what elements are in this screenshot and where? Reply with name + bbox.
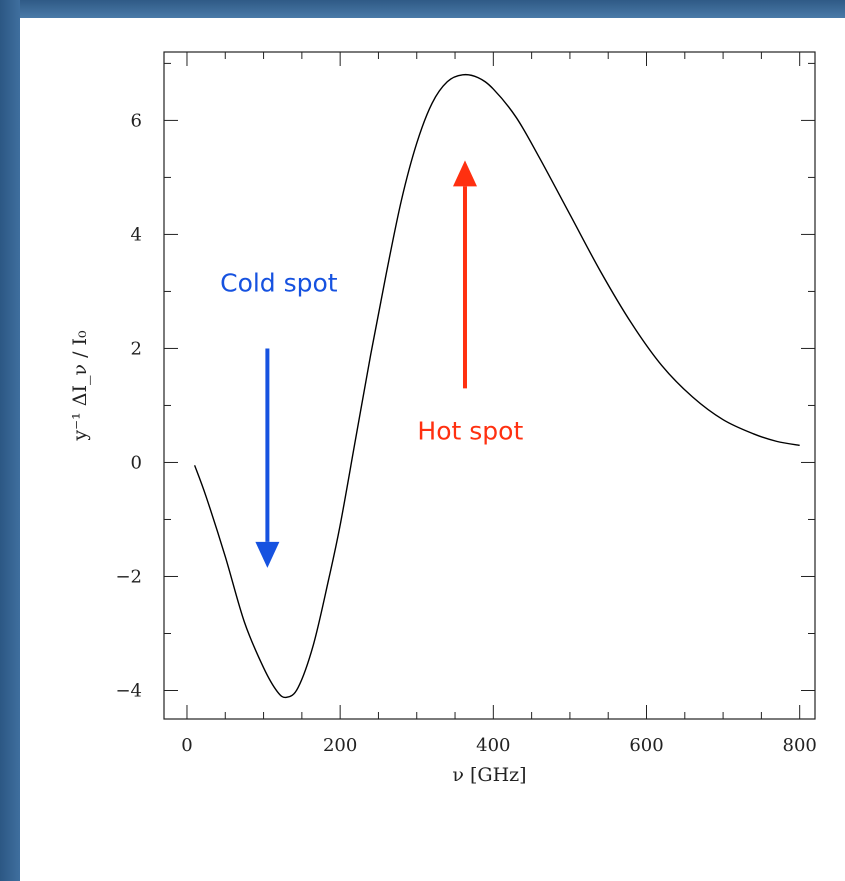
x-tick-label: 800 — [783, 735, 817, 756]
series-line — [193, 73, 800, 699]
y-axis-label: y⁻¹ ΔI_ν / I₀ — [69, 330, 91, 442]
hot-spot-label: Hot spot — [417, 417, 523, 446]
y-tick-label: −4 — [115, 680, 142, 701]
cold-spot-arrow-head — [255, 541, 280, 568]
x-tick-label: 600 — [629, 735, 663, 756]
minor-ticks — [164, 52, 815, 719]
x-axis-label: ν [GHz] — [452, 764, 526, 786]
y-tick-label: −2 — [115, 566, 142, 587]
x-tick-label: 200 — [323, 735, 357, 756]
plot-frame — [163, 51, 816, 720]
y-tick-label: 0 — [131, 452, 142, 473]
slide-panel — [20, 18, 845, 881]
annotations: Cold spot Hot spot — [220, 160, 523, 568]
slide-left-band — [0, 0, 20, 881]
y-tick-label: 2 — [131, 338, 142, 359]
y-tick-labels: −4 −2 0 2 4 6 — [115, 110, 142, 701]
x-tick-label: 0 — [181, 735, 192, 756]
y-tick-label: 6 — [131, 110, 142, 131]
cold-spot-label: Cold spot — [220, 268, 338, 297]
slide-top-band — [0, 0, 845, 18]
y-tick-label: 4 — [131, 224, 142, 245]
hot-spot-arrow-head — [452, 160, 477, 187]
x-tick-label: 400 — [476, 735, 510, 756]
major-ticks — [164, 52, 815, 719]
x-tick-labels: 0 200 400 600 800 — [181, 735, 817, 756]
